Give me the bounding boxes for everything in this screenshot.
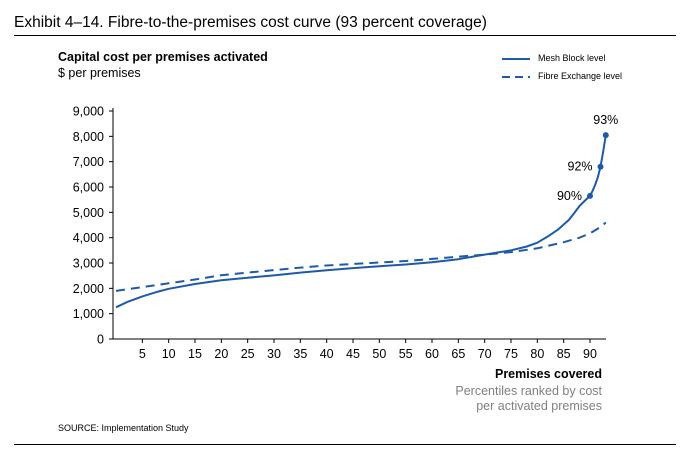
x-tick-label: 60 [425, 347, 439, 361]
annotation-label: 92% [568, 160, 593, 174]
annotation-point [597, 163, 604, 170]
x-tick-label: 15 [188, 347, 202, 361]
x-tick-label: 25 [241, 347, 255, 361]
y-tick-label: 5,000 [73, 206, 104, 220]
y-tick-label: 8,000 [73, 130, 104, 144]
y-tick-label: 7,000 [73, 155, 104, 169]
x-tick-label: 90 [583, 347, 597, 361]
y-tick-label: 1,000 [73, 307, 104, 321]
x-tick-label: 5 [139, 347, 146, 361]
y-tick-label: 0 [97, 333, 104, 347]
y-axis-unit: $ per premises [58, 66, 141, 80]
x-tick-label: 55 [399, 347, 413, 361]
x-axis-subtitle-line-2: per activated premises [476, 399, 602, 413]
exhibit-title: Exhibit 4–14. Fibre-to-the-premises cost… [14, 14, 487, 31]
series-line-mesh-block [115, 134, 607, 309]
x-tick-label: 30 [267, 347, 281, 361]
x-tick-label: 80 [530, 347, 544, 361]
x-tick-label: 10 [162, 347, 176, 361]
legend-swatch-dashed [502, 76, 530, 78]
legend-swatch-solid [502, 58, 530, 60]
x-tick-label: 20 [214, 347, 228, 361]
annotation-point [587, 192, 593, 199]
x-axis-subtitle-line-1: Percentiles ranked by cost [455, 384, 602, 398]
legend-label-mesh-block: Mesh Block level [538, 53, 606, 63]
y-tick-label: 4,000 [73, 231, 104, 245]
x-tick-label: 70 [478, 347, 492, 361]
series-line-fibre-exchange [115, 221, 607, 292]
y-tick-label: 9,000 [73, 105, 104, 119]
y-tick-label: 2,000 [73, 282, 104, 296]
x-tick-label: 85 [557, 347, 571, 361]
x-tick-label: 50 [372, 347, 386, 361]
x-tick-label: 35 [293, 347, 307, 361]
bottom-rule [14, 444, 676, 445]
annotation-point [602, 132, 609, 139]
x-tick-label: 40 [320, 347, 334, 361]
x-tick-label: 65 [451, 347, 465, 361]
y-tick-label: 3,000 [73, 257, 104, 271]
y-tick-label: 6,000 [73, 181, 104, 195]
x-axis-title: Premises covered [494, 367, 602, 381]
x-tick-label: 45 [346, 347, 360, 361]
title-rule [14, 35, 676, 36]
annotation-label: 93% [593, 113, 618, 127]
source-note: SOURCE: Implementation Study [58, 423, 189, 433]
x-tick-label: 75 [504, 347, 518, 361]
legend-label-fibre-exchange: Fibre Exchange level [538, 71, 623, 81]
y-axis-title: Capital cost per premises activated [58, 50, 268, 64]
annotation-label: 90% [557, 189, 582, 203]
